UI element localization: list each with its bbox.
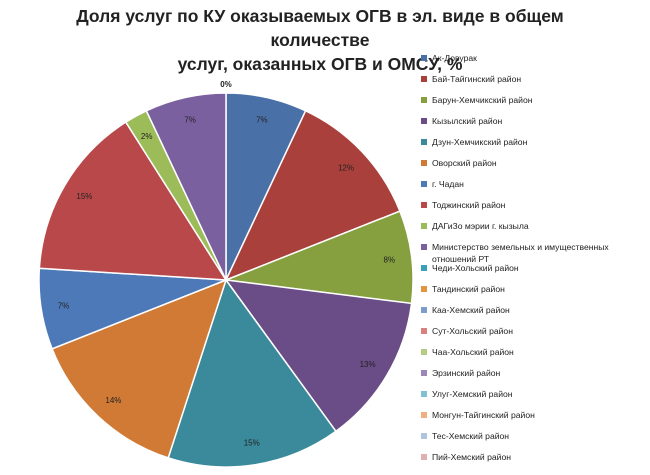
legend-swatch: [421, 139, 427, 145]
legend-item: Сут-Хольский район: [421, 325, 649, 346]
legend-item: Тес-Хемский район: [421, 430, 649, 451]
pie-slice-1: [224, 109, 401, 282]
legend-swatch: [421, 223, 427, 229]
legend-swatch: [421, 244, 427, 250]
legend-label: Монгун-Тайгинский район: [432, 410, 535, 420]
chart-title: Доля услуг по КУ оказываемых ОГВ в эл. в…: [40, 4, 600, 76]
pie-chart: 7% 12% 8% 13% 15% 14% 7% 15% 2% 7% 0%: [38, 80, 414, 468]
legend-swatch: [421, 454, 427, 460]
legend-item: Эрзинский район: [421, 367, 649, 388]
pie-slice-4: [167, 278, 337, 468]
pie-slice-3: [224, 279, 413, 433]
legend-label: Оворский район: [432, 158, 497, 168]
legend-label: Улуг-Хемский район: [432, 389, 513, 399]
data-label-slice-0: 7%: [256, 115, 268, 124]
chart-title-line-2: услуг, оказанных ОГВ и ОМСУ, %: [177, 54, 463, 74]
legend-label: Пий-Хемский район: [432, 452, 511, 462]
legend-swatch: [421, 76, 427, 82]
legend-item: Дзун-Хемчикский район: [421, 136, 649, 157]
legend-swatch: [421, 160, 427, 166]
data-label-slice-8: 2%: [141, 132, 153, 141]
legend-item: Кызылский район: [421, 115, 649, 136]
legend-swatch: [421, 286, 427, 292]
legend-label: Тес-Хемский район: [432, 431, 510, 441]
legend-item: Тандинский район: [421, 283, 649, 304]
legend-item: Бай-Тайгинский район: [421, 73, 649, 94]
legend: Ак-Довурак Бай-Тайгинский район Барун-Хемч…: [421, 52, 649, 472]
legend-swatch: [421, 265, 427, 271]
legend-label: Чаа-Хольский район: [432, 347, 514, 357]
pie-slice-7: [38, 121, 228, 281]
data-label-slice-5: 14%: [105, 396, 121, 405]
legend-label: Министерство земельных и имущественных о…: [432, 242, 609, 264]
legend-swatch: [421, 391, 427, 397]
legend-swatch: [421, 370, 427, 376]
chart-title-line-1: Доля услуг по КУ оказываемых ОГВ в эл. в…: [76, 6, 564, 50]
legend-label: Чеди-Хольский район: [432, 263, 519, 273]
legend-label: г. Чадан: [432, 179, 464, 189]
legend-label: Ак-Довурак: [432, 53, 477, 63]
data-label-slice-6: 7%: [58, 302, 70, 311]
legend-swatch: [421, 118, 427, 124]
data-label-slice-7: 15%: [76, 192, 92, 201]
data-label-slice-10: 0%: [220, 80, 232, 89]
legend-item: Тоджинский район: [421, 199, 649, 220]
legend-swatch: [421, 349, 427, 355]
legend-item: Чеди-Хольский район: [421, 262, 649, 283]
data-label-slice-9: 7%: [184, 115, 196, 124]
legend-swatch: [421, 328, 427, 334]
legend-item: Чаа-Хольский район: [421, 346, 649, 367]
pie-slices: [38, 92, 414, 468]
legend-label: Тоджинский район: [432, 200, 506, 210]
data-label-slice-2: 8%: [384, 255, 396, 264]
legend-item: Монгун-Тайгинский район: [421, 409, 649, 430]
legend-item: Барун-Хемчикский район: [421, 94, 649, 115]
legend-label: Дзун-Хемчикский район: [432, 137, 528, 147]
legend-swatch: [421, 412, 427, 418]
pie-slice-9: [145, 92, 227, 281]
data-label-slice-4: 15%: [244, 439, 260, 448]
legend-item: Ак-Довурак: [421, 52, 649, 73]
legend-item: Каа-Хемский район: [421, 304, 649, 325]
data-label-slice-1: 12%: [338, 163, 354, 172]
legend-item: г. Чадан: [421, 178, 649, 199]
legend-swatch: [421, 97, 427, 103]
legend-item: Министерство земельных и имущественных о…: [421, 241, 649, 264]
legend-label: Эрзинский район: [432, 368, 501, 378]
legend-item: Пий-Хемский район: [421, 451, 649, 472]
legend-swatch: [421, 55, 427, 61]
legend-label: Кызылский район: [432, 116, 503, 126]
legend-label: Бай-Тайгинский район: [432, 74, 522, 84]
legend-label: ДАГиЗо мэрии г. кызыла: [432, 221, 529, 231]
legend-label: Каа-Хемский район: [432, 305, 510, 315]
legend-swatch: [421, 433, 427, 439]
legend-item: Улуг-Хемский район: [421, 388, 649, 409]
pie-labels: 7% 12% 8% 13% 15% 14% 7% 15% 2% 7% 0%: [58, 80, 395, 448]
pie-slice-5: [51, 278, 228, 459]
legend-label: Сут-Хольский район: [432, 326, 513, 336]
legend-label: Барун-Хемчикский район: [432, 95, 533, 105]
legend-swatch: [421, 202, 427, 208]
legend-swatch: [421, 307, 427, 313]
pie-slice-2: [225, 210, 414, 305]
legend-item: Оворский район: [421, 157, 649, 178]
legend-swatch: [421, 181, 427, 187]
data-label-slice-3: 13%: [360, 360, 376, 369]
legend-label: Тандинский район: [432, 284, 505, 294]
legend-item: ДАГиЗо мэрии г. кызыла: [421, 220, 649, 241]
